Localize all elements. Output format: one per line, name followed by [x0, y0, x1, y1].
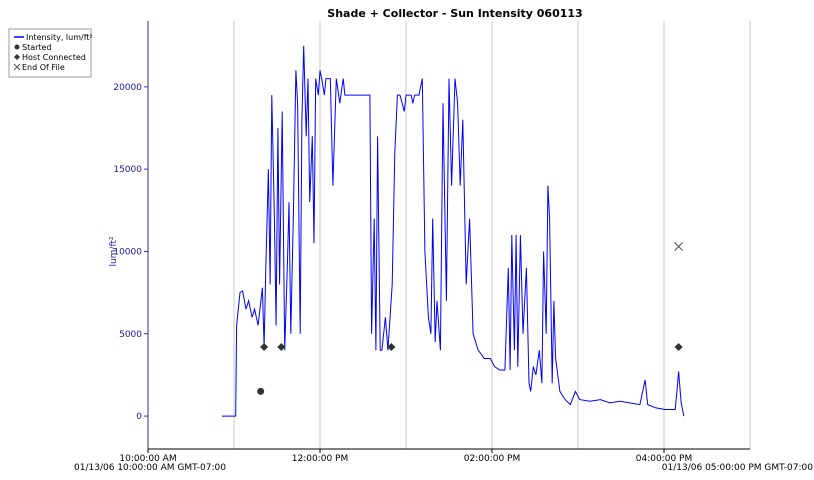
y-axis-label: lum/ft²	[109, 236, 119, 267]
legend-label: Intensity, lum/ft²	[26, 33, 93, 42]
legend-swatch	[13, 63, 21, 71]
x-range-end: 01/13/06 05:00:00 PM GMT-07:00	[662, 463, 813, 473]
x-tick-label: 02:00:00 PM	[464, 454, 520, 464]
legend-label: End Of File	[22, 63, 65, 72]
y-tick-label: 20000	[113, 83, 142, 93]
y-tick-label: 10000	[113, 247, 142, 257]
x-tick-label: 10:00:00 AM	[119, 454, 176, 464]
host-connected-marker	[674, 342, 683, 351]
host-connected-marker	[260, 342, 269, 351]
y-tick-label: 5000	[119, 330, 142, 340]
legend-label: Host Connected	[22, 53, 86, 62]
x-tick-label: 12:00:00 PM	[292, 454, 348, 464]
legend-swatch	[14, 44, 20, 50]
chart-title: Shade + Collector - Sun Intensity 060113	[327, 7, 582, 20]
legend-swatch	[14, 54, 20, 60]
host-connected-marker	[277, 342, 286, 351]
legend-label: Started	[22, 43, 52, 52]
end-of-file-marker	[674, 242, 684, 251]
host-connected-marker	[387, 342, 396, 351]
x-tick-label: 04:00:00 PM	[636, 454, 692, 464]
y-tick-label: 15000	[113, 165, 142, 175]
intensity-line	[222, 45, 685, 417]
started-marker	[257, 387, 265, 395]
x-range-start: 01/13/06 10:00:00 AM GMT-07:00	[74, 463, 226, 473]
y-tick-label: 0	[136, 412, 142, 422]
